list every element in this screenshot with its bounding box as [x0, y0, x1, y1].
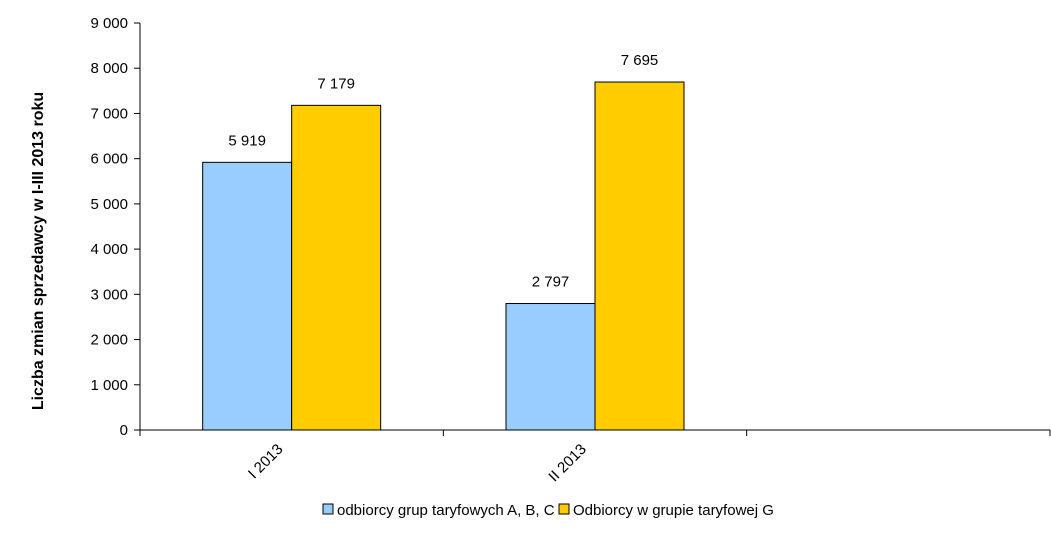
x-tick-label: I 2013 — [245, 441, 287, 483]
data-label: 7 695 — [621, 52, 659, 69]
legend-label: odbiorcy grup taryfowych A, B, C — [337, 502, 555, 519]
legend-label: Odbiorcy w grupie taryfowej G — [573, 502, 774, 519]
bar — [594, 81, 685, 431]
x-tick-label: II 2013 — [545, 441, 589, 485]
y-tick-label: 4 000 — [90, 241, 128, 258]
y-tick-label: 2 000 — [90, 332, 128, 349]
y-axis-label: Liczba zmian sprzedawcy w I-III 2013 rok… — [30, 92, 47, 410]
legend-swatch — [322, 503, 334, 515]
bar — [202, 161, 293, 431]
bars — [202, 81, 685, 431]
y-tick-label: 7 000 — [90, 105, 128, 122]
x-axis: I 2013 II 2013 — [139, 429, 1051, 485]
legend: odbiorcy grup taryfowych A, B, C Odbiorcy… — [322, 502, 774, 519]
y-tick-label: 5 000 — [90, 196, 128, 213]
y-tick-label: 9 000 — [90, 15, 128, 32]
y-tick-label: 8 000 — [90, 60, 128, 77]
legend-swatch — [558, 503, 570, 515]
y-tick-label: 6 000 — [90, 151, 128, 168]
data-label: 7 179 — [317, 75, 355, 92]
y-tick-label: 0 — [120, 422, 128, 439]
y-tick-label: 3 000 — [90, 286, 128, 303]
y-axis: 0 1 000 2 000 3 000 4 000 5 000 6 000 7 000 8 00… — [90, 15, 141, 439]
bar — [505, 303, 596, 431]
bar — [291, 104, 382, 431]
y-tick-label: 1 000 — [90, 377, 128, 394]
data-label: 2 797 — [532, 274, 570, 291]
data-label: 5 919 — [228, 132, 266, 149]
data-labels: 5 919 7 179 2 797 7 695 — [228, 52, 658, 290]
